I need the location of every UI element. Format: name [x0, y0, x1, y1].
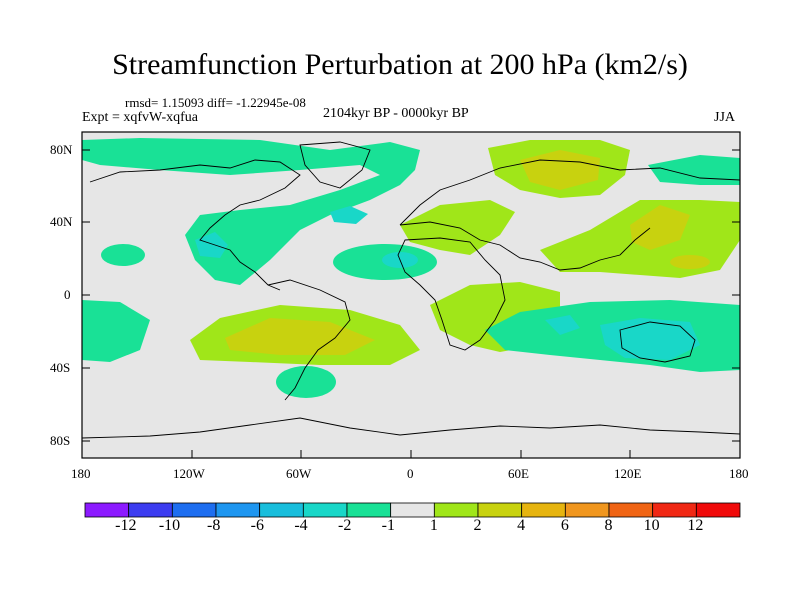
blob-north-atlantic-negative: [82, 138, 420, 285]
colorbar-swatch-12: [608, 502, 654, 518]
lon-label-180w: 180: [71, 466, 91, 481]
blob-pacific-negative: [101, 244, 145, 266]
colorbar-swatch-4: [259, 502, 304, 518]
coastlines: [82, 141, 740, 439]
colorbar-label: 1: [429, 517, 438, 534]
lon-tick-marks: [81, 450, 741, 458]
season-label: JJA: [714, 110, 736, 125]
blob-south-atlantic-positive-core: [225, 318, 375, 355]
colorbar-label: -10: [158, 517, 181, 534]
colorbar: [84, 502, 741, 518]
colorbar-label: 10: [643, 517, 660, 534]
colorbar-swatch-6: [346, 502, 392, 518]
contour-fill-layer: [82, 138, 740, 398]
blob-patagonia-negative: [276, 366, 336, 398]
coast-australia: [619, 321, 696, 363]
colorbar-swatch-10: [521, 502, 566, 518]
blob-gulf-negative-core: [195, 232, 228, 258]
lat-label-80n: 80N: [50, 142, 73, 157]
lon-label-120w: 120W: [173, 466, 205, 481]
blob-east-asia-positive-core: [630, 205, 690, 250]
blob-west-edge-negative: [82, 300, 150, 362]
blob-pacific-positive-core: [670, 255, 710, 269]
lon-label-120e: 120E: [614, 466, 642, 481]
colorbar-swatch-14: [695, 502, 741, 518]
lon-label-60w: 60W: [286, 466, 312, 481]
colorbar-label: 4: [517, 517, 526, 534]
lat-label-40s: 40S: [50, 360, 71, 375]
lat-label-40n: 40N: [50, 214, 73, 229]
colorbar-label: 6: [560, 517, 569, 534]
colorbar-label: -6: [250, 517, 264, 534]
lat-tick-marks: [82, 149, 740, 442]
coast-eurasia: [399, 159, 740, 226]
colorbar-swatch-3: [215, 502, 261, 518]
coast-antarctica: [82, 417, 740, 439]
colorbar-label: -4: [294, 517, 308, 534]
colorbar-label: -12: [115, 517, 137, 534]
colorbar-label: 8: [604, 517, 613, 534]
period-label: 2104kyr BP - 0000kyr BP: [323, 106, 469, 121]
colorbar-label: -2: [338, 517, 352, 534]
blob-north-atlantic-negative-core: [330, 206, 368, 224]
coast-europe-south: [399, 221, 651, 271]
coast-africa: [397, 237, 506, 351]
blob-arctic-negative: [648, 155, 740, 185]
colorbar-swatch-1: [128, 502, 173, 518]
colorbar-label: 2: [473, 517, 482, 534]
lon-label-60e: 60E: [508, 466, 529, 481]
colorbar-swatch-5: [302, 502, 348, 518]
lat-label-80s: 80S: [50, 433, 71, 448]
colorbar-label: 12: [687, 517, 704, 534]
lat-label-0: 0: [64, 287, 71, 302]
rmsd-diff-text: rmsd= 1.15093 diff= -1.22945e-08: [125, 95, 306, 110]
colorbar-label: -8: [207, 517, 221, 534]
colorbar-label: -1: [381, 517, 395, 534]
colorbar-swatch-2: [171, 502, 217, 518]
colorbar-swatch-8: [433, 502, 479, 518]
map-background: [82, 132, 740, 458]
colorbar-swatch-0: [84, 502, 130, 518]
experiment-label: Expt = xqfvW-xqfua: [82, 110, 198, 125]
figure-title: Streamfunction Perturbation at 200 hPa (…: [112, 48, 688, 81]
colorbar-swatch-13: [652, 502, 697, 518]
lon-label-180e: 180: [729, 466, 749, 481]
lon-label-0: 0: [407, 466, 414, 481]
coast-greenland: [299, 141, 371, 189]
blob-australia-negative-core: [545, 315, 580, 335]
colorbar-swatch-11: [564, 502, 610, 518]
coast-south-america: [267, 279, 351, 401]
coast-north-america: [89, 159, 301, 291]
colorbar-swatch-9: [477, 502, 523, 518]
colorbar-swatch-7: [390, 502, 435, 518]
